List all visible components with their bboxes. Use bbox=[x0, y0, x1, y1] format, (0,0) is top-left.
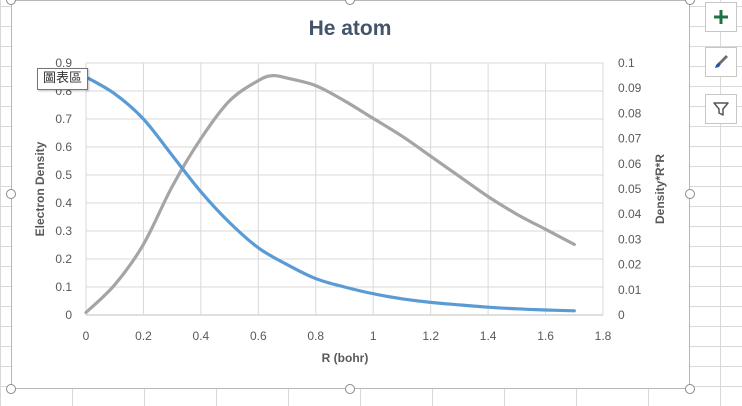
paintbrush-icon bbox=[715, 55, 728, 68]
chart-filters-button[interactable] bbox=[705, 94, 737, 124]
resize-handle-middle-right[interactable] bbox=[685, 189, 695, 199]
x-tick-label: 0.6 bbox=[250, 329, 267, 343]
y2-tick-label: 0 bbox=[618, 308, 625, 322]
series-line-density-r-r bbox=[84, 73, 576, 315]
x-tick-label: 1.2 bbox=[422, 329, 439, 343]
y-tick-label: 0.9 bbox=[55, 56, 72, 70]
chart-area-tooltip: 圖表區 bbox=[37, 68, 89, 90]
plus-icon bbox=[714, 10, 728, 24]
y-tick-label: 0.7 bbox=[55, 112, 72, 126]
x-axis-label: R (bohr) bbox=[322, 351, 369, 365]
x-tick-label: 1.4 bbox=[480, 329, 497, 343]
y-axis-label: Electron Density bbox=[33, 141, 47, 236]
x-tick-label: 1 bbox=[370, 329, 377, 343]
gridlines bbox=[85, 62, 604, 316]
y2-tick-label: 0.05 bbox=[618, 182, 642, 196]
y2-tick-label: 0.08 bbox=[618, 106, 642, 120]
y2-tick-label: 0.01 bbox=[618, 283, 642, 297]
chart-elements-button[interactable] bbox=[705, 2, 737, 32]
y2-tick-label: 0.1 bbox=[618, 56, 635, 70]
x-tick-label: 1.6 bbox=[537, 329, 554, 343]
series-line-electron-density bbox=[84, 75, 576, 313]
x-tick-label: 0 bbox=[83, 329, 90, 343]
resize-handle-bottom-right[interactable] bbox=[685, 384, 695, 394]
series-layer bbox=[84, 73, 576, 315]
tick-labels: 0 0.1 0.2 0.3 0.4 0.5 0.6 0.7 0.8 0.9 0 0.2 0.4 0.6 0.… bbox=[55, 56, 641, 343]
y2-tick-label: 0.04 bbox=[618, 207, 642, 221]
x-tick-label: 0.2 bbox=[135, 329, 152, 343]
y-tick-label: 0.5 bbox=[55, 168, 72, 182]
x-tick-label: 0.8 bbox=[307, 329, 324, 343]
y2-tick-label: 0.09 bbox=[618, 81, 642, 95]
y-tick-label: 0.2 bbox=[55, 252, 72, 266]
resize-handle-middle-left[interactable] bbox=[6, 189, 16, 199]
y-tick-label: 0.4 bbox=[55, 196, 72, 210]
y-tick-label: 0.1 bbox=[55, 280, 72, 294]
chart-area[interactable] bbox=[11, 0, 690, 389]
y2-tick-label: 0.06 bbox=[618, 157, 642, 171]
chart-styles-button[interactable] bbox=[705, 47, 737, 77]
y2-axis-label: Density*R*R bbox=[653, 154, 667, 224]
y-tick-label: 0.3 bbox=[55, 224, 72, 238]
y-tick-label: 0.6 bbox=[55, 140, 72, 154]
filter-icon bbox=[713, 102, 729, 116]
x-tick-label: 0.4 bbox=[193, 329, 210, 343]
resize-handle-bottom-left[interactable] bbox=[6, 384, 16, 394]
chart-title: He atom bbox=[309, 17, 392, 40]
y2-tick-label: 0.03 bbox=[618, 232, 642, 246]
y-tick-label: 0 bbox=[65, 308, 72, 322]
resize-handle-bottom-center[interactable] bbox=[345, 384, 355, 394]
y2-tick-label: 0.02 bbox=[618, 258, 642, 272]
y2-tick-label: 0.07 bbox=[618, 132, 642, 146]
x-tick-label: 1.8 bbox=[595, 329, 612, 343]
